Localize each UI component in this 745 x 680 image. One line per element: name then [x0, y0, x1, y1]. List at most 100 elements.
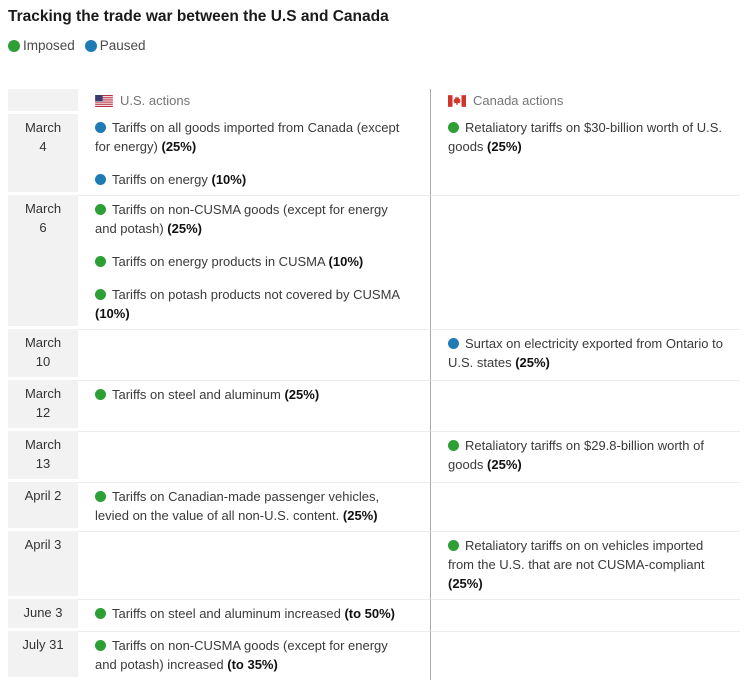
legend: Imposed Paused	[8, 38, 740, 53]
legend-label-paused: Paused	[99, 38, 146, 53]
action-text: Tariffs on steel and aluminum increased	[112, 606, 345, 621]
canada-actions-header: Canada actions	[430, 89, 740, 114]
action-item: Retaliatory tariffs on on vehicles impor…	[448, 536, 728, 593]
action-rate: (25%)	[161, 139, 197, 154]
table-row: April 3 Retaliatory tariffs on on vehicl…	[8, 531, 740, 599]
imposed-dot-icon	[8, 39, 20, 52]
us-actions-cell: Tariffs on steel and aluminum (25%)	[78, 380, 430, 431]
paused-dot-icon	[84, 39, 97, 52]
page-title: Tracking the trade war between the U.S a…	[8, 8, 389, 25]
action-rate: (10%)	[328, 254, 364, 269]
date-cell: March 13	[8, 431, 78, 482]
canada-actions-label: Canada actions	[473, 93, 564, 108]
canada-actions-cell	[430, 482, 740, 531]
date-cell: July 31	[8, 631, 78, 680]
date-cell: April 3	[8, 531, 78, 599]
trade-actions-table: U.S. actions Canada actions March 4 Tari…	[8, 89, 740, 680]
date-cell: March 12	[8, 380, 78, 431]
action-text: Tariffs on non-CUSMA goods (except for e…	[95, 202, 388, 236]
action-rate: (10%)	[211, 172, 247, 187]
action-item: Tariffs on energy products in CUSMA (10%…	[95, 252, 412, 271]
action-text: Tariffs on all goods imported from Canad…	[95, 120, 400, 154]
action-item: Tariffs on steel and aluminum (25%)	[95, 385, 412, 404]
action-item: Tariffs on steel and aluminum increased …	[95, 604, 412, 623]
status-dot-imposed-icon	[95, 491, 106, 502]
canada-actions-cell	[430, 380, 740, 431]
date-cell: March 10	[8, 329, 78, 380]
status-dot-imposed-icon	[95, 256, 106, 267]
canada-actions-cell	[430, 195, 740, 329]
action-text: Tariffs on non-CUSMA goods (except for e…	[95, 638, 388, 672]
canada-actions-cell: Retaliatory tariffs on on vehicles impor…	[430, 531, 740, 599]
status-dot-imposed-icon	[95, 289, 106, 300]
date-cell: March 6	[8, 195, 78, 329]
status-dot-imposed-icon	[95, 608, 106, 619]
us-actions-cell	[78, 329, 430, 380]
us-actions-cell	[78, 431, 430, 482]
status-dot-paused-icon	[95, 174, 106, 185]
action-rate: (25%)	[284, 387, 320, 402]
canada-flag-icon	[448, 94, 466, 107]
table-row: March 4 Tariffs on all goods imported fr…	[8, 114, 740, 195]
date-cell: June 3	[8, 599, 78, 631]
action-text: Tariffs on potash products not covered b…	[112, 287, 400, 302]
status-dot-imposed-icon	[448, 122, 459, 133]
action-item: Tariffs on Canadian-made passenger vehic…	[95, 487, 412, 525]
action-item: Tariffs on non-CUSMA goods (except for e…	[95, 200, 412, 238]
action-text: Tariffs on Canadian-made passenger vehic…	[95, 489, 380, 523]
action-rate: (25%)	[487, 139, 522, 154]
canada-actions-cell	[430, 599, 740, 631]
action-rate: (25%)	[342, 508, 378, 523]
action-rate: (to 35%)	[227, 657, 278, 672]
action-rate: (25%)	[448, 576, 483, 591]
status-dot-imposed-icon	[95, 204, 106, 215]
header-date-cell	[8, 89, 78, 114]
action-rate: (25%)	[515, 355, 550, 370]
canada-actions-cell: Retaliatory tariffs on $30-billion worth…	[430, 114, 740, 195]
action-text: Tariffs on energy	[112, 172, 212, 187]
action-text: Tariffs on steel and aluminum	[112, 387, 285, 402]
us-actions-cell: Tariffs on steel and aluminum increased …	[78, 599, 430, 631]
action-text: Tariffs on energy products in CUSMA	[112, 254, 329, 269]
action-item: Surtax on electricity exported from Onta…	[448, 334, 728, 372]
date-cell: March 4	[8, 114, 78, 195]
action-rate: (25%)	[487, 457, 522, 472]
us-actions-cell: Tariffs on non-CUSMA goods (except for e…	[78, 195, 430, 329]
table-row: March 6 Tariffs on non-CUSMA goods (exce…	[8, 195, 740, 329]
status-dot-paused-icon	[448, 338, 459, 349]
canada-actions-cell: Surtax on electricity exported from Onta…	[430, 329, 740, 380]
status-dot-imposed-icon	[95, 389, 106, 400]
table-header-row: U.S. actions Canada actions	[8, 89, 740, 114]
us-actions-cell: Tariffs on non-CUSMA goods (except for e…	[78, 631, 430, 680]
action-item: Tariffs on all goods imported from Canad…	[95, 118, 412, 156]
action-text: Retaliatory tariffs on $30-billion worth…	[448, 120, 722, 154]
us-actions-cell	[78, 531, 430, 599]
us-actions-header: U.S. actions	[78, 89, 430, 114]
table-row: March 12 Tariffs on steel and aluminum (…	[8, 380, 740, 431]
canada-actions-cell: Retaliatory tariffs on $29.8-billion wor…	[430, 431, 740, 482]
date-cell: April 2	[8, 482, 78, 531]
table-row: June 3 Tariffs on steel and aluminum inc…	[8, 599, 740, 631]
table-row: March 13 Retaliatory tariffs on $29.8-bi…	[8, 431, 740, 482]
action-rate: (25%)	[167, 221, 202, 236]
action-item: Tariffs on energy (10%)	[95, 170, 412, 189]
legend-label-imposed: Imposed	[23, 38, 75, 53]
table-body: March 4 Tariffs on all goods imported fr…	[8, 114, 740, 680]
action-item: Tariffs on non-CUSMA goods (except for e…	[95, 636, 412, 674]
action-item: Retaliatory tariffs on $29.8-billion wor…	[448, 436, 728, 474]
legend-item-paused: Paused	[84, 38, 146, 53]
action-text: Surtax on electricity exported from Onta…	[448, 336, 723, 370]
table-row: July 31 Tariffs on non-CUSMA goods (exce…	[8, 631, 740, 680]
action-text: Retaliatory tariffs on $29.8-billion wor…	[448, 438, 704, 472]
action-rate: (10%)	[95, 306, 130, 321]
action-text: Retaliatory tariffs on on vehicles impor…	[448, 538, 705, 572]
status-dot-paused-icon	[95, 122, 106, 133]
action-rate: (to 50%)	[344, 606, 396, 621]
status-dot-imposed-icon	[95, 640, 106, 651]
us-flag-icon	[95, 94, 113, 107]
action-item: Retaliatory tariffs on $30-billion worth…	[448, 118, 728, 156]
status-dot-imposed-icon	[448, 540, 459, 551]
canada-actions-cell	[430, 631, 740, 680]
status-dot-imposed-icon	[448, 440, 459, 451]
us-actions-cell: Tariffs on Canadian-made passenger vehic…	[78, 482, 430, 531]
